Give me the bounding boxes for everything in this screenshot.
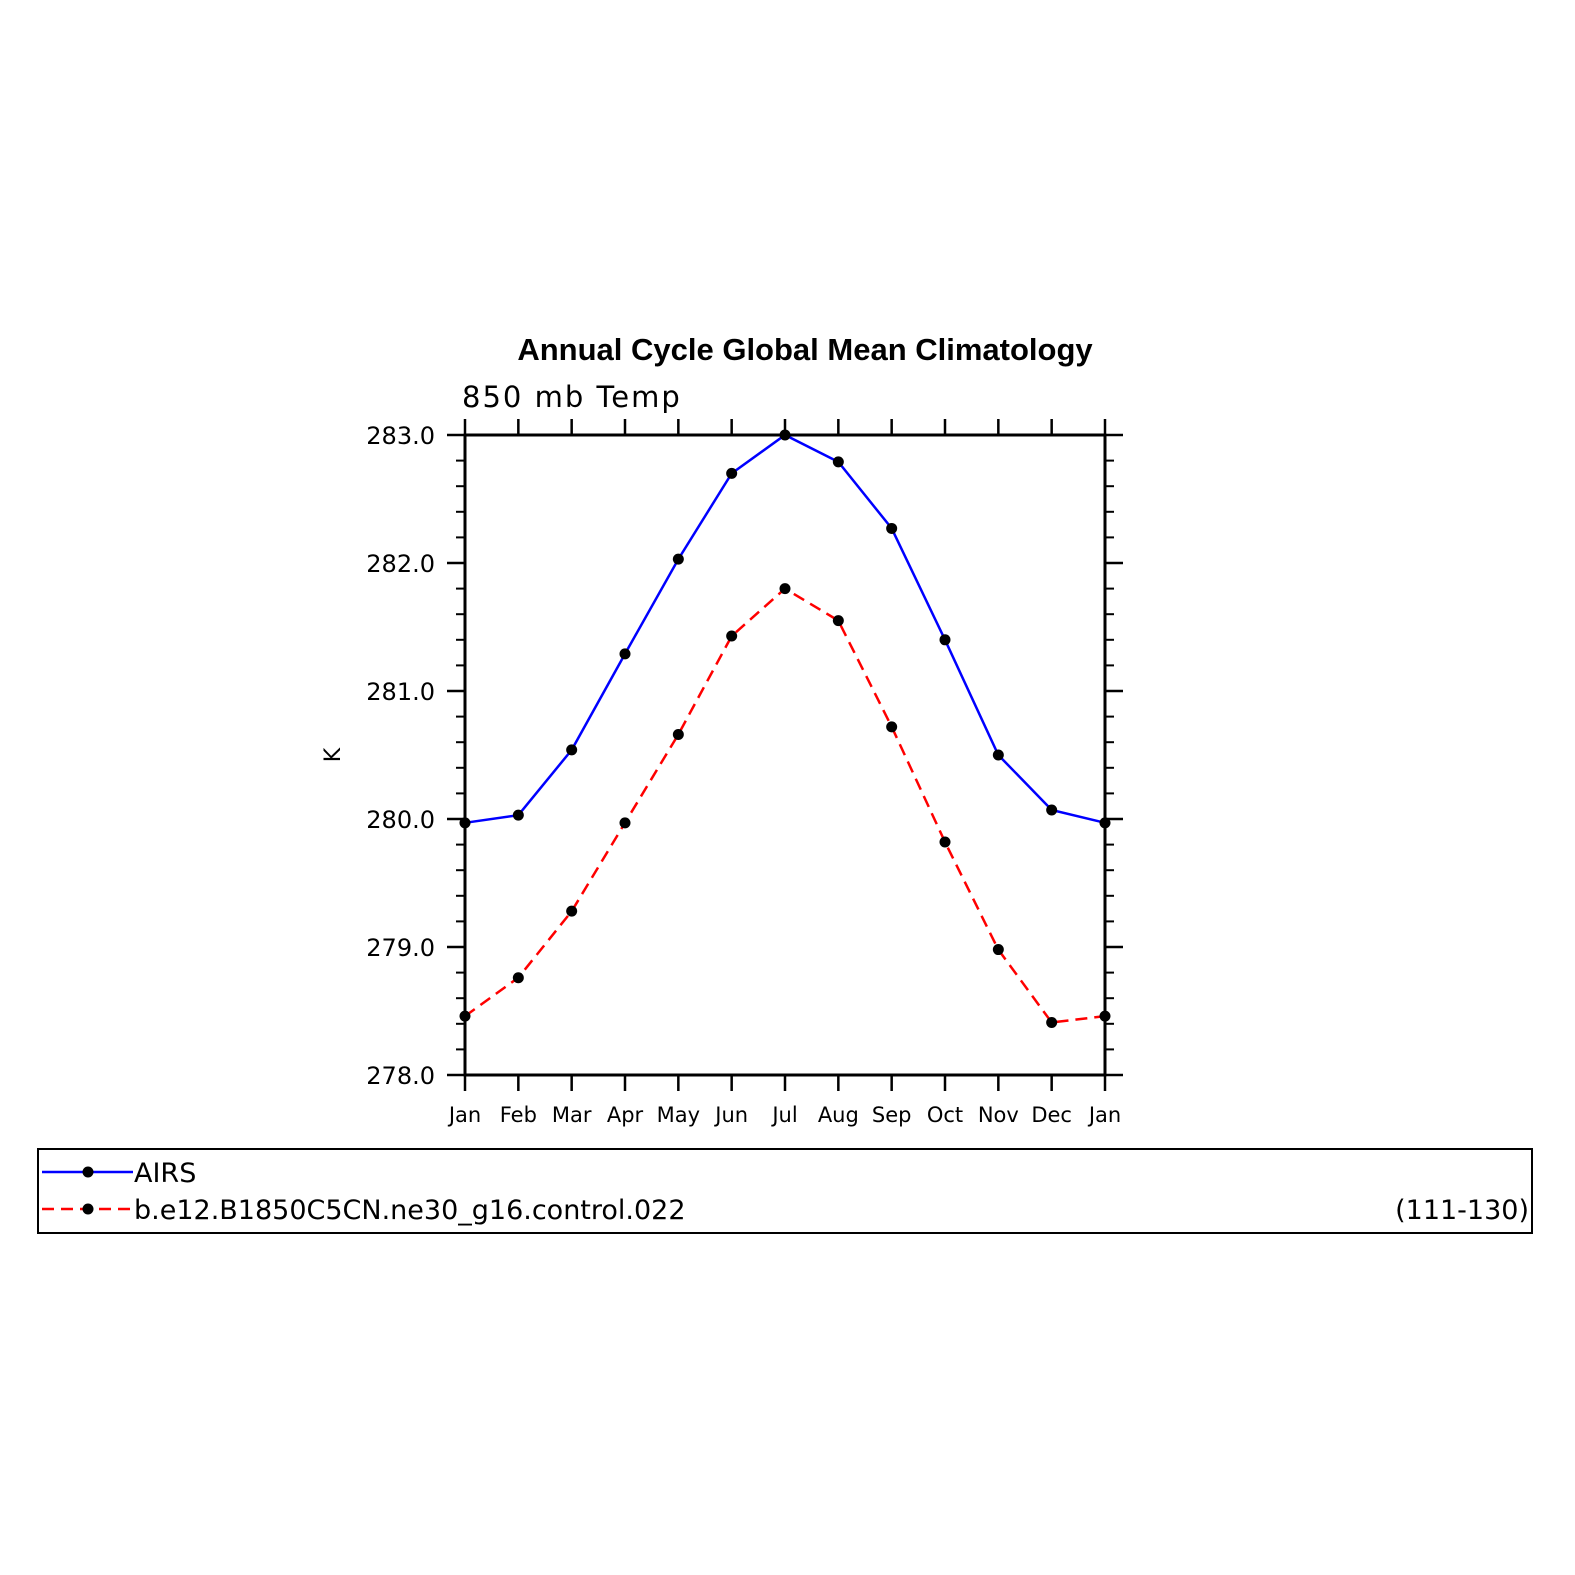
- axis-ticks: [447, 419, 1123, 1091]
- legend-marker: [82, 1166, 94, 1178]
- x-tick-label: Jul: [770, 1103, 797, 1127]
- x-tick-label: Oct: [927, 1103, 963, 1127]
- data-point: [1099, 1010, 1111, 1022]
- y-tick-label: 283.0: [366, 422, 435, 450]
- chart-subtitle: 850 mb Temp: [462, 380, 682, 414]
- data-point: [459, 1010, 471, 1022]
- data-point: [992, 749, 1004, 761]
- data-point: [779, 583, 791, 595]
- legend-label-1: b.e12.B1850C5CN.ne30_g16.control.022: [134, 1195, 686, 1226]
- plot-frame: [463, 433, 1107, 1077]
- data-point: [1046, 1017, 1058, 1029]
- y-axis-label: K: [321, 747, 346, 762]
- data-point: [886, 721, 898, 733]
- x-tick-label: Jan: [447, 1103, 481, 1127]
- data-point: [512, 972, 524, 984]
- legend-note: (111-130): [1395, 1195, 1529, 1226]
- data-point: [726, 630, 738, 642]
- y-tick-label: 280.0: [366, 806, 435, 834]
- x-tick-labels: Jan Feb Mar Apr May Jun Jul Aug Sep Oct Nov Dec Jan: [447, 1103, 1121, 1127]
- data-point: [726, 467, 738, 479]
- data-point: [619, 648, 631, 660]
- data-point: [992, 944, 1004, 956]
- x-tick-label: Jan: [1087, 1103, 1121, 1127]
- x-tick-label: Sep: [872, 1103, 912, 1127]
- x-tick-label: Jun: [713, 1103, 748, 1127]
- data-point: [566, 744, 578, 756]
- legend: (111-130) AIRS b.e12.B1850C5CN.ne30_g16.c…: [37, 1148, 1533, 1234]
- data-point: [886, 522, 898, 534]
- data-point: [672, 553, 684, 565]
- data-point: [1099, 817, 1111, 829]
- data-series: [459, 429, 1111, 1029]
- series-line-0: [464, 433, 1106, 825]
- data-point: [832, 615, 844, 627]
- data-point: [512, 809, 524, 821]
- data-point: [672, 729, 684, 741]
- x-tick-label: May: [657, 1103, 700, 1127]
- x-tick-label: Mar: [552, 1103, 592, 1127]
- data-point: [459, 817, 471, 829]
- x-tick-label: Dec: [1031, 1103, 1072, 1127]
- chart-title: Annual Cycle Global Mean Climatology: [517, 332, 1093, 367]
- y-tick-label: 281.0: [366, 678, 435, 706]
- legend-box: [37, 1148, 1533, 1234]
- legend-marker: [82, 1203, 94, 1215]
- data-point: [566, 905, 578, 917]
- x-tick-label: Nov: [978, 1103, 1019, 1127]
- y-tick-label: 279.0: [366, 934, 435, 962]
- x-tick-label: Apr: [607, 1103, 644, 1127]
- x-tick-label: Feb: [500, 1103, 537, 1127]
- legend-label-0: AIRS: [134, 1158, 196, 1189]
- data-point: [832, 456, 844, 468]
- data-point: [939, 836, 951, 848]
- data-point: [939, 634, 951, 646]
- data-point: [779, 429, 791, 441]
- data-point: [619, 817, 631, 829]
- y-tick-label: 282.0: [366, 550, 435, 578]
- series-line-1: [464, 587, 1106, 1024]
- y-tick-label: 278.0: [366, 1062, 435, 1090]
- data-point: [1046, 804, 1058, 816]
- y-tick-labels: 278.0 279.0 280.0 281.0 282.0 283.0: [366, 422, 435, 1090]
- x-tick-label: Aug: [818, 1103, 859, 1127]
